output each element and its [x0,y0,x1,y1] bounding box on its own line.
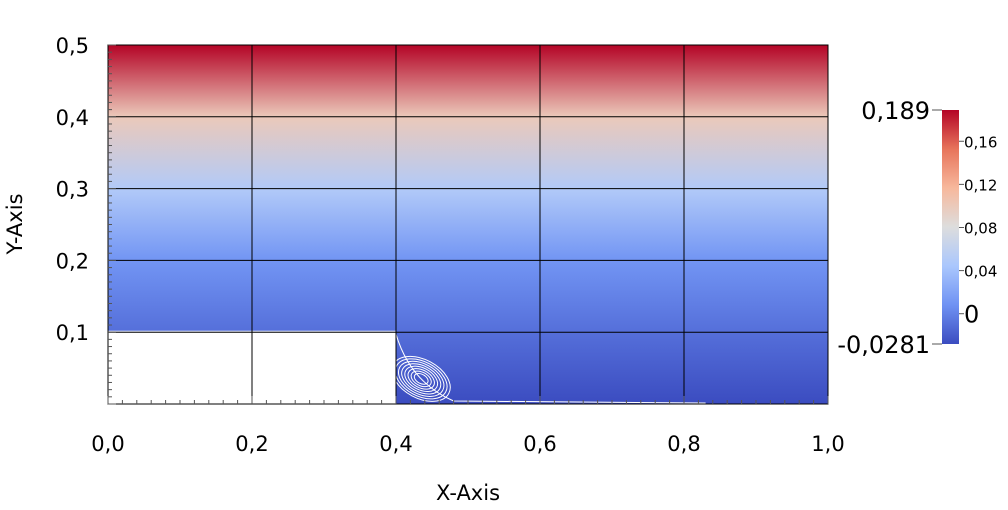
colorbar-min-label: -0,0281 [837,331,930,359]
plot-area [107,44,829,405]
x-tick-label: 0,4 [379,432,412,456]
colorbar-tick-label: 0,04 [964,263,997,281]
vortex-contour [401,363,442,395]
y-tick-label: 0,1 [56,321,89,345]
vortex-contour [407,368,435,390]
y-tick-label: 0,5 [56,34,89,58]
minor-ticks [107,44,829,405]
colorbar: 0,16 0,12 0,08 0,04 0 0,189 -0,0281 [837,97,997,359]
y-tick-label: 0,3 [56,178,89,202]
y-tick-label: 0,2 [56,249,89,273]
colorbar-tick-label: 0 [964,301,979,329]
x-tick-label: 1,0 [811,432,844,456]
y-tick-label: 0,4 [56,106,89,130]
vortex-contour [398,360,445,397]
vortex-boundary-streamline [395,334,706,404]
y-axis: 0,1 0,2 0,3 0,4 0,5 [56,34,89,345]
colorbar-tick-label: 0,12 [964,176,997,194]
vortex-contour [394,358,448,400]
vortex-contour [391,355,451,402]
colorbar-gradient [942,110,959,344]
x-tick-label: 0,2 [235,432,268,456]
x-tick-label: 0,8 [667,432,700,456]
colorbar-tick-label: 0,16 [964,133,997,151]
x-tick-label: 0,0 [91,432,124,456]
y-axis-label: Y-Axis [3,193,27,255]
colorbar-max-label: 0,189 [861,97,930,125]
vortex-contour [413,373,429,385]
x-tick-label: 0,6 [523,432,556,456]
vortex-contour [410,370,432,388]
x-axis: 0,0 0,2 0,4 0,6 0,8 1,0 [91,432,844,456]
vortex-contour [404,365,439,393]
colorbar-tick-label: 0,08 [964,219,997,237]
x-axis-label: X-Axis [436,481,500,505]
